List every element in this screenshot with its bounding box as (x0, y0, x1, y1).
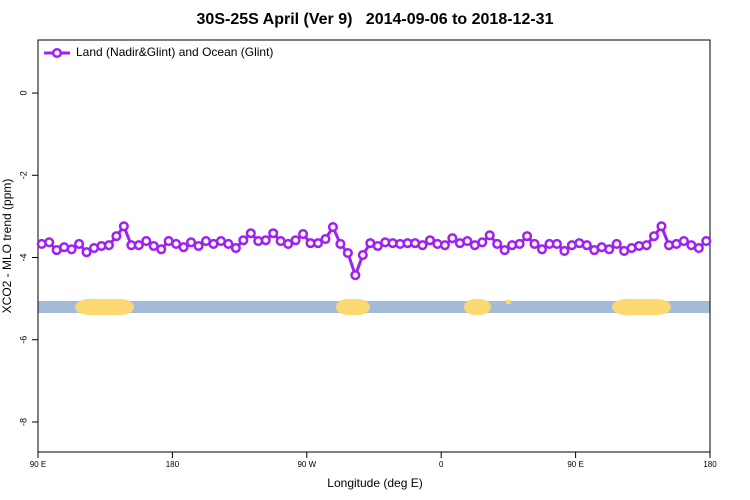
data-point (693, 243, 704, 254)
data-point (298, 229, 309, 240)
data-point (559, 245, 570, 256)
data-point (238, 235, 249, 246)
x-tick-label: 90 E (567, 460, 583, 469)
land-segment (464, 299, 491, 315)
data-point (268, 228, 279, 239)
data-point (327, 222, 338, 233)
data-point (611, 238, 622, 249)
data-point (499, 245, 510, 256)
y-tick-label: 0 (18, 91, 28, 96)
data-point (74, 238, 85, 249)
data-point (536, 244, 548, 255)
data-point (447, 233, 458, 244)
data-point (44, 237, 55, 248)
data-point (342, 247, 353, 259)
data-point (290, 235, 301, 246)
data-point (133, 240, 144, 251)
x-tick-label: 0 (439, 460, 444, 469)
data-point (372, 240, 383, 252)
y-tick-label: -2 (18, 171, 28, 179)
chart-title: 30S-25S April (Ver 9) 2014-09-06 to 2018… (197, 11, 554, 28)
data-point (260, 235, 271, 246)
data-point (701, 236, 712, 247)
land-segment (336, 299, 370, 315)
land-segment (612, 299, 671, 315)
y-tick-label: -4 (18, 254, 28, 262)
data-point (141, 236, 152, 247)
data-point (604, 244, 615, 255)
data-point (320, 233, 331, 245)
data-point (678, 236, 689, 247)
data-point (66, 244, 77, 255)
y-axis-label: XCO2 - MLO trend (ppm) (0, 179, 14, 314)
data-point (529, 238, 540, 249)
data-point (648, 231, 660, 242)
x-tick-label: 180 (166, 460, 180, 469)
data-point (641, 240, 652, 251)
data-point (522, 231, 533, 242)
data-point (103, 240, 114, 251)
x-tick-label: 90 W (297, 460, 316, 469)
x-tick-label: 90 E (30, 460, 46, 469)
data-point (193, 240, 204, 252)
data-point (312, 238, 324, 249)
data-point (484, 230, 495, 241)
data-point (656, 221, 667, 232)
x-tick-label: 180 (703, 460, 717, 469)
y-tick-label: -6 (18, 336, 28, 344)
legend-label: Land (Nadir&Glint) and Ocean (Glint) (76, 45, 273, 59)
data-point (514, 238, 525, 249)
data-point (551, 238, 562, 249)
data-point (81, 247, 92, 258)
data-point (439, 240, 450, 251)
legend-marker (51, 47, 63, 59)
land-segment (506, 300, 511, 304)
data-point (477, 237, 488, 248)
data-point (424, 235, 436, 246)
data-point (178, 242, 189, 253)
data-point (581, 240, 592, 251)
data-point (492, 238, 503, 249)
x-axis-label: Longitude (deg E) (327, 476, 422, 490)
data-point (186, 237, 197, 248)
data-point (283, 238, 294, 249)
data-point (223, 238, 234, 249)
data-point (118, 221, 129, 232)
data-point (111, 231, 122, 242)
data-point (417, 240, 428, 251)
data-point (350, 270, 361, 281)
y-tick-label: -8 (18, 418, 28, 426)
land-segment (75, 299, 134, 315)
data-point (156, 244, 167, 255)
data-point (335, 238, 346, 249)
data-point (462, 236, 473, 247)
data-point (230, 243, 241, 254)
land-ocean-strip (38, 299, 710, 315)
ocean-strip (38, 301, 710, 313)
data-point (245, 228, 256, 239)
data-point (357, 249, 368, 261)
